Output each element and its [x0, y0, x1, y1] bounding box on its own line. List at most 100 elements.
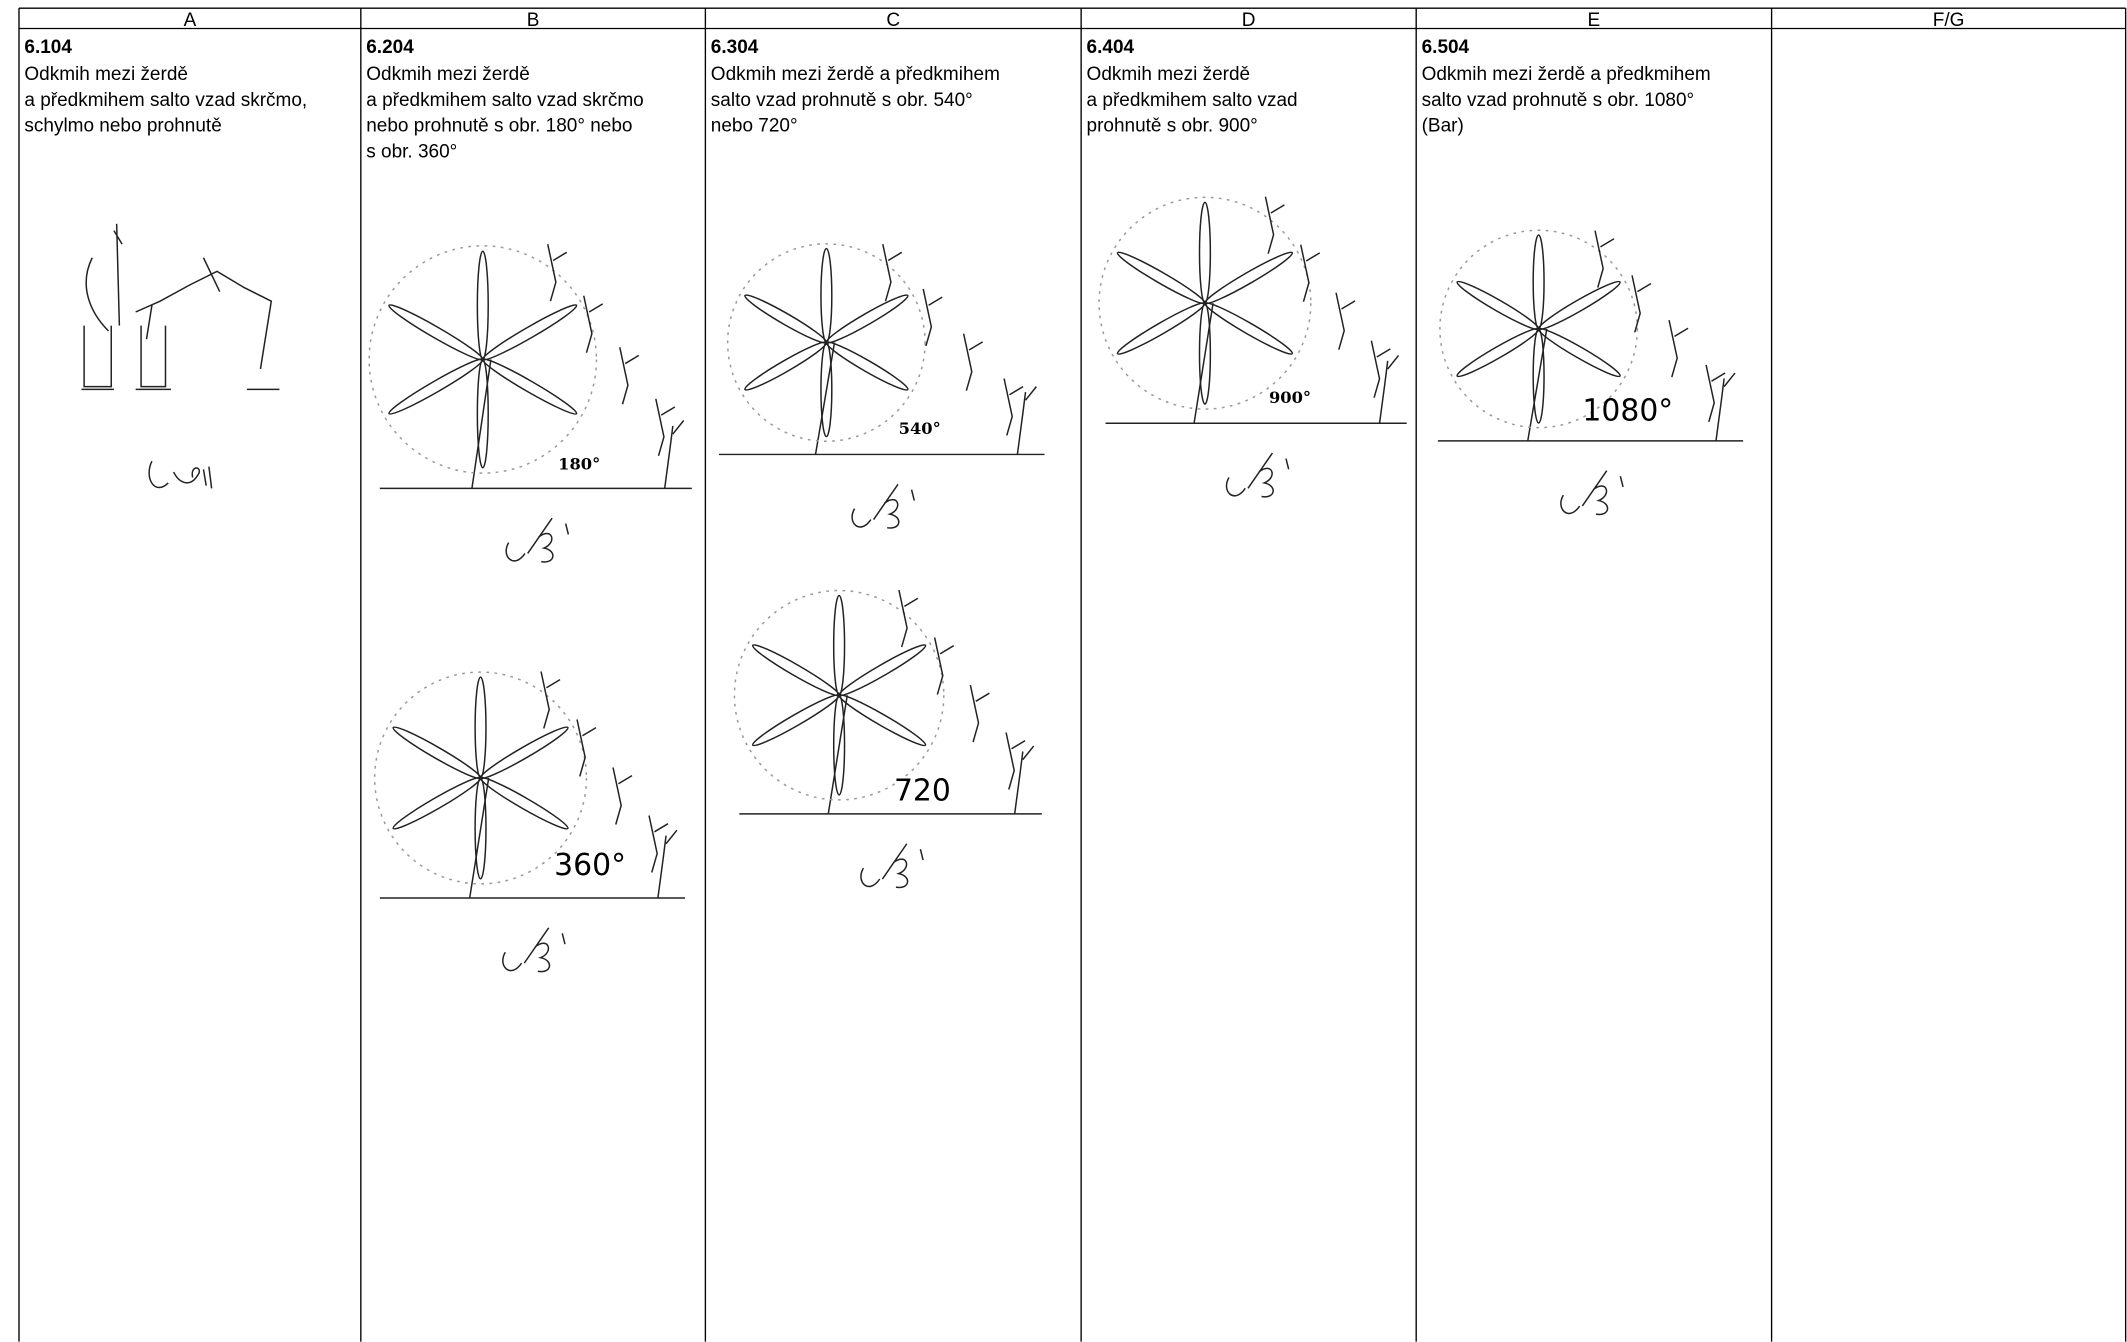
- item-description: a předkmihem salto vzad: [1087, 90, 1298, 111]
- illustration: [733, 589, 1042, 815]
- item-description: prohnutě s obr. 900°: [1087, 116, 1258, 137]
- notation-symbol: [860, 843, 924, 889]
- body-figure: [820, 247, 833, 344]
- body-figure: [663, 420, 685, 489]
- body-figure: [648, 815, 669, 873]
- body-figure: [655, 398, 676, 456]
- body-figure: [612, 767, 633, 825]
- body-figure: [1204, 251, 1294, 305]
- body-figure: [744, 341, 828, 391]
- figure-label: 1080°: [1582, 394, 1673, 429]
- swing-circle: [726, 243, 926, 442]
- column-header: B: [527, 10, 540, 31]
- column-header: A: [184, 10, 197, 31]
- figure-label: 900°: [1269, 388, 1311, 407]
- body-figure: [1116, 251, 1206, 305]
- swing-circle: [733, 589, 945, 801]
- body-figure: [388, 358, 484, 415]
- body-figure: [838, 644, 927, 697]
- body-figure: [1003, 378, 1024, 436]
- illustration: [368, 244, 692, 490]
- body-figure: [751, 694, 840, 747]
- body-figure: [1537, 280, 1621, 331]
- figure-label: 180°: [558, 454, 600, 473]
- notation-symbol: [851, 483, 916, 529]
- item-description: a předkmihem salto vzad skrčmo: [366, 90, 643, 111]
- figure-label: 360°: [554, 848, 626, 883]
- item-description: salto vzad prohnutě s obr. 1080°: [1422, 90, 1695, 111]
- body-figure: [583, 295, 604, 353]
- item-description: s obr. 360°: [366, 141, 457, 162]
- body-figure: [1013, 745, 1035, 815]
- body-figure: [1005, 732, 1026, 790]
- swing-circle: [1439, 229, 1639, 429]
- body-figure: [1594, 230, 1615, 288]
- body-figure: [1705, 364, 1726, 423]
- body-figure: [479, 776, 569, 830]
- body-figure: [1300, 244, 1321, 302]
- content: A B C D E F/G 6.104 Odkmih mezi žerdě a předkmih…: [24, 10, 1965, 973]
- item-description: Odkmih mezi žerdě a předkmihem: [1422, 64, 1711, 85]
- item-code: 6.404: [1087, 37, 1135, 58]
- body-figure: [1668, 319, 1689, 378]
- body-figure: [933, 637, 955, 695]
- body-figure: [922, 288, 943, 347]
- body-figure: [619, 347, 640, 405]
- body-figure: [481, 304, 578, 361]
- body-figure: [547, 244, 568, 302]
- body-figure: [1116, 302, 1206, 355]
- item-code: 6.304: [711, 37, 759, 58]
- notation-symbol: [502, 927, 566, 973]
- body-figure: [1370, 340, 1391, 398]
- item-description: Odkmih mezi žerdě a předkmihem: [711, 64, 1000, 85]
- body-figure: [392, 726, 482, 780]
- item-code: 6.104: [24, 37, 72, 58]
- illustration: [718, 243, 1045, 456]
- illustration: [373, 671, 686, 899]
- body-figure: [540, 671, 561, 729]
- body-figure: [898, 589, 919, 648]
- body-figure: [1715, 372, 1736, 441]
- item-description: schylmo nebo prohnutě: [24, 116, 221, 137]
- swing-circle: [373, 671, 588, 885]
- body-figure: [392, 776, 482, 830]
- notation-symbol: [1560, 470, 1624, 516]
- body-figure: [1198, 201, 1212, 304]
- body-figure: [744, 294, 828, 344]
- item-code: 6.504: [1422, 37, 1470, 58]
- notation-symbol: [148, 460, 213, 489]
- body-figure: [388, 304, 484, 361]
- item-description: salto vzad prohnutě s obr. 540°: [711, 90, 973, 111]
- body-figure: [969, 684, 990, 743]
- item-description: nebo prohnutě s obr. 180° nebo: [366, 116, 632, 137]
- body-figure: [476, 250, 489, 361]
- body-figure: [479, 726, 569, 780]
- body-figure: [1335, 292, 1356, 350]
- column-header: E: [1588, 10, 1601, 31]
- figure-label: 720: [894, 773, 951, 808]
- body-figure: [751, 644, 840, 697]
- item-description: (Bar): [1422, 116, 1464, 137]
- body-figure: [474, 676, 487, 779]
- notation-symbol: [505, 517, 570, 563]
- illustration: [1098, 196, 1407, 424]
- column-header: D: [1242, 10, 1256, 31]
- notation-symbol: [1225, 452, 1290, 498]
- item-description: a předkmihem salto vzad skrčmo,: [24, 90, 307, 111]
- body-figure: [882, 244, 903, 302]
- body-figure: [1456, 280, 1540, 331]
- body-figure: [825, 294, 909, 344]
- item-description: nebo 720°: [711, 116, 798, 137]
- item-code: 6.204: [366, 37, 414, 58]
- body-figure: [838, 694, 927, 747]
- body-figure: [1532, 234, 1545, 330]
- body-figure: [962, 333, 984, 391]
- body-figure: [1631, 275, 1652, 333]
- illustration: [81, 223, 280, 391]
- column-header: F/G: [1933, 10, 1965, 31]
- item-description: Odkmih mezi žerdě: [1087, 64, 1251, 85]
- body-figure: [1456, 327, 1540, 378]
- illustration: [1437, 229, 1744, 442]
